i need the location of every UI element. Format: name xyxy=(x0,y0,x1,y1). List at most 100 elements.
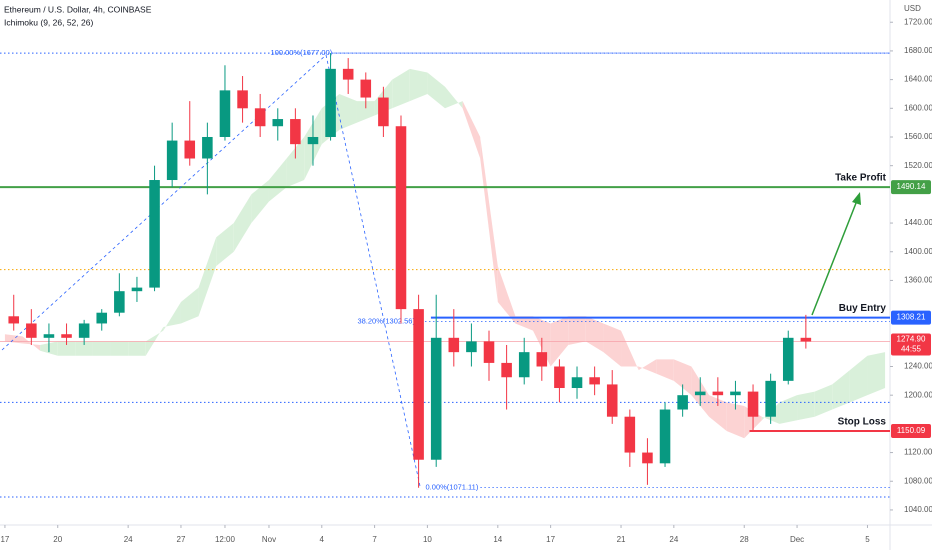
candles xyxy=(8,53,812,488)
cloud-segment xyxy=(128,341,146,356)
x-tick-label: 5 xyxy=(865,535,870,544)
x-tick-label: 27 xyxy=(177,535,186,544)
y-tick-label: 1080.00 xyxy=(904,476,932,485)
candle-body xyxy=(430,337,442,460)
cloud-segment xyxy=(832,370,850,410)
cloud-segment xyxy=(251,180,269,224)
price-tag-label: 1490.14 xyxy=(897,182,926,191)
candle-body xyxy=(254,108,266,127)
candle-body xyxy=(395,126,407,310)
fib-trend-line xyxy=(1,54,327,351)
candle-body xyxy=(342,68,354,80)
candle-body xyxy=(800,337,812,342)
cloud-segment xyxy=(427,72,445,109)
candle-body xyxy=(131,287,143,292)
candle-body xyxy=(747,391,759,417)
x-tick-label: 28 xyxy=(740,535,749,544)
cloud-segment xyxy=(75,341,93,356)
cloud-segment xyxy=(163,301,181,331)
countdown-label: 44:55 xyxy=(901,345,922,354)
candle-body xyxy=(413,309,424,460)
last-price-tag xyxy=(891,333,931,356)
fib-label: 100.00%(1677.00) xyxy=(271,48,333,57)
cloud-segment xyxy=(462,101,481,159)
x-tick-label: 21 xyxy=(617,535,626,544)
candle-body xyxy=(483,341,495,363)
y-tick-label: 1440.00 xyxy=(904,218,932,227)
price-tag xyxy=(891,310,931,325)
candle-body xyxy=(61,334,72,338)
cloud-segment xyxy=(198,237,217,317)
x-tick-label: 14 xyxy=(493,535,502,544)
candle-body xyxy=(307,136,319,145)
x-tick-label: Nov xyxy=(262,535,276,544)
x-tick-label: 7 xyxy=(372,535,377,544)
price-tag xyxy=(891,423,931,438)
y-tick-label: 1640.00 xyxy=(904,75,932,84)
candle-body xyxy=(360,79,372,98)
candle-body xyxy=(606,384,618,417)
y-tick-label: 1720.00 xyxy=(904,17,932,26)
y-tick-label: 1600.00 xyxy=(904,103,932,112)
candle-body xyxy=(166,140,178,181)
cloud-segment xyxy=(409,68,428,102)
cloud-segment xyxy=(814,384,833,417)
candle-body xyxy=(448,337,460,353)
cloud-segment xyxy=(445,86,463,109)
candle-body xyxy=(589,377,600,385)
cloud-segment xyxy=(638,359,657,374)
y-tick-label: 1400.00 xyxy=(904,247,932,256)
candle-body xyxy=(272,119,284,127)
cloud-segment xyxy=(497,266,516,324)
candle-body xyxy=(43,334,55,338)
currency-label: USD xyxy=(904,4,921,13)
y-tick-label: 1040.00 xyxy=(904,505,932,514)
candle-body xyxy=(518,352,530,378)
candle-body xyxy=(765,380,776,417)
cloud-segment xyxy=(568,316,586,345)
cloud-segment xyxy=(110,341,129,356)
candle-body xyxy=(290,119,301,145)
candle-body xyxy=(96,312,108,324)
x-tick-label: 12:00 xyxy=(215,535,236,544)
candle-body xyxy=(659,409,671,464)
x-tick-label: Dec xyxy=(790,535,804,544)
candle-body xyxy=(8,316,20,324)
candle-body xyxy=(782,337,794,381)
x-tick-label: 10 xyxy=(423,535,432,544)
cloud-segment xyxy=(233,194,252,252)
candle-body xyxy=(694,391,706,396)
y-tick-label: 1120.00 xyxy=(904,448,932,457)
chart-title: Ethereum / U.S. Dollar, 4h, COINBASE xyxy=(4,4,152,14)
cloud-segment xyxy=(286,136,305,188)
candle-body xyxy=(26,323,37,338)
candle-body xyxy=(378,97,389,127)
x-tick-label: 17 xyxy=(546,535,555,544)
x-tick-label: 24 xyxy=(669,535,678,544)
candle-body xyxy=(202,136,213,159)
candle-body xyxy=(624,416,636,453)
arrow-head xyxy=(852,192,861,205)
candle-body xyxy=(554,366,565,389)
candle-body xyxy=(237,90,248,109)
candle-body xyxy=(501,362,512,378)
cloud-segment xyxy=(268,158,287,202)
x-tick-label: 24 xyxy=(124,535,133,544)
cloud-segment xyxy=(480,136,498,302)
candle-body xyxy=(642,452,653,464)
candle-body xyxy=(677,395,688,410)
cloud-segment xyxy=(180,287,199,324)
price-tag xyxy=(891,180,931,195)
cloud-segment xyxy=(797,391,815,421)
cloud-segment xyxy=(515,316,534,331)
candle-body xyxy=(78,323,90,338)
cloud-segment xyxy=(216,223,234,267)
cloud-segment xyxy=(709,395,727,432)
cloud-segment xyxy=(585,316,604,353)
y-tick-label: 1360.00 xyxy=(904,276,932,285)
candle-body xyxy=(712,391,724,396)
cloud-segment xyxy=(673,359,692,396)
y-tick-label: 1240.00 xyxy=(904,362,932,371)
x-tick-label: 4 xyxy=(320,535,325,544)
